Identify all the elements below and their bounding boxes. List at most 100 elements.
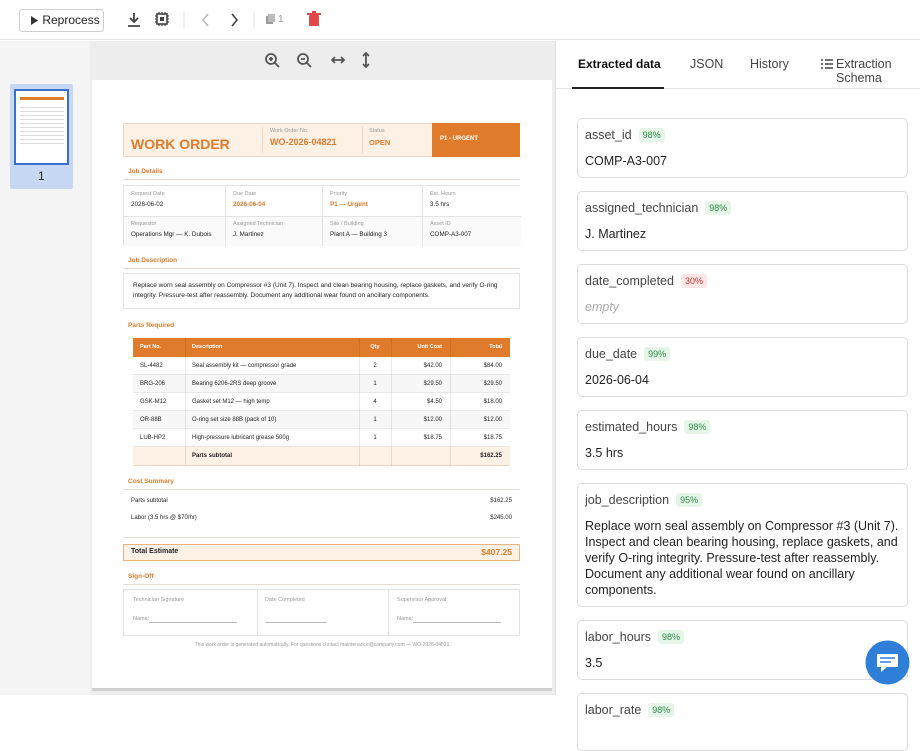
thumb-header [20,97,64,100]
field-card[interactable]: assigned_technician 98% J. Martinez [577,191,908,251]
table-cell: $42.00 [423,363,442,369]
tab-active[interactable]: Extracted data [578,57,661,71]
cost-label: Labor (3.5 hrs @ $70/hr) [131,515,197,521]
zoom-out[interactable] [297,53,312,68]
detail-cell [323,216,423,246]
detail-cell [323,186,423,216]
detail-value: 3.5 hrs [430,201,450,208]
section-heading: Sign-Off [128,573,154,580]
field-card[interactable]: labor_rate 98% [577,693,908,751]
subtotal-label: Parts subtotal [192,453,233,459]
table-cell: 4 [373,399,377,405]
zoom-in[interactable] [265,53,280,68]
field-value: J. Martinez [585,227,647,241]
header-value: OPEN [369,138,391,147]
thumb-lines [20,104,64,144]
download-icon[interactable] [128,13,140,27]
detail-value: COMP-A3-007 [430,231,472,238]
rule [123,179,520,180]
next-page[interactable] [231,13,239,27]
field-card[interactable]: due_date 99% 2026-06-04 [577,337,908,397]
field-list: asset_id 98% COMP-A3-007 assigned_technicia… [577,118,908,751]
subtotal-row [133,447,510,466]
prev-page[interactable] [201,13,209,27]
field-value: 2026-06-04 [585,373,649,387]
field-header: asset_id 98% [585,127,900,143]
detail-cell [124,216,226,246]
total-label: Total Estimate [131,548,179,555]
field-value: 3.5 [585,656,603,670]
confidence-badge: 98% [684,420,711,434]
detail-label: Priority [330,191,348,197]
name-label: Name: [397,616,414,622]
total-box [123,544,520,561]
field-value: empty [585,300,620,314]
tab[interactable]: History [750,57,789,71]
field-card[interactable]: labor_hours 98% 3.5 [577,620,908,680]
chat-button[interactable] [865,640,910,685]
tab[interactable]: Extraction Schema [836,57,892,85]
field-name: date_completed [585,274,674,288]
fit-width[interactable] [330,56,346,64]
field-value: COMP-A3-007 [585,154,667,168]
table-cell: 2 [373,363,377,369]
detail-cell [423,186,521,216]
rule [123,268,520,269]
doc-footer: This work order is generated automatical… [194,642,450,648]
column-line [450,338,451,466]
table-cell: Bearing 6206-2RS deep groove [192,381,277,387]
field-header: labor_hours 98% [585,629,900,645]
signature-line [149,622,237,623]
divider [262,127,263,153]
table-cell: 1 [373,417,377,423]
field-card[interactable]: date_completed 30% empty [577,264,908,324]
field-name: estimated_hours [585,420,678,434]
table-cell: High-pressure lubricant grease 500g [192,435,290,441]
section-heading: Parts Required [128,322,175,329]
table-cell: 1 [373,381,377,387]
table-cell: BRG-206 [140,381,166,387]
table-row [133,411,510,429]
field-name: labor_hours [585,630,652,644]
tab-border [556,88,920,89]
table-cell: O-ring set size 88B (pack of 10) [192,417,277,423]
field-header: due_date 99% [585,346,900,362]
field-value: 3.5 hrs [585,446,624,460]
header-label: Status [369,128,385,134]
tab[interactable]: JSON [690,57,724,71]
toolbar [0,0,920,40]
field-card[interactable]: job_description 95% Replace worn seal asse… [577,483,908,607]
fit-height[interactable] [362,51,370,69]
table-cell: GSK-M12 [140,399,167,405]
cost-value: $245.00 [490,515,512,521]
document-page: WORK ORDER Work Order No. WO-2026-04821 … [92,80,552,688]
name-label: Name: [133,616,150,622]
detail-label: Assigned Technician [233,221,284,227]
chip-icon[interactable] [155,12,169,26]
table-cell: $18.00 [483,399,502,405]
field-card[interactable]: estimated_hours 98% 3.5 hrs [577,410,908,470]
detail-label: Due Date [233,191,257,197]
detail-value: 2026-06-04 [233,201,266,208]
thumbnail-page[interactable] [14,89,69,165]
detail-label: Site / Building [330,221,364,227]
cost-value: $162.25 [490,498,512,504]
signoff-label: Date Completed [265,597,305,603]
zoom-toolbar [265,51,370,69]
table-header [133,338,510,357]
reprocess-button[interactable]: Reprocess [19,9,104,32]
page-break [92,688,552,691]
section-heading: Job Details [128,168,163,175]
column-header: Description [192,344,223,350]
detail-cell [226,216,323,246]
confidence-badge: 95% [676,493,703,507]
column-header: Unit Cost [417,344,442,350]
signoff-box [123,589,520,636]
signature-line [265,622,327,623]
field-header: estimated_hours 98% [585,419,900,435]
detail-label: Est. Hours [430,191,456,197]
rule [123,584,520,585]
field-card[interactable]: asset_id 98% COMP-A3-007 [577,118,908,178]
confidence-badge: 30% [680,274,707,288]
delete-icon[interactable] [307,11,321,26]
